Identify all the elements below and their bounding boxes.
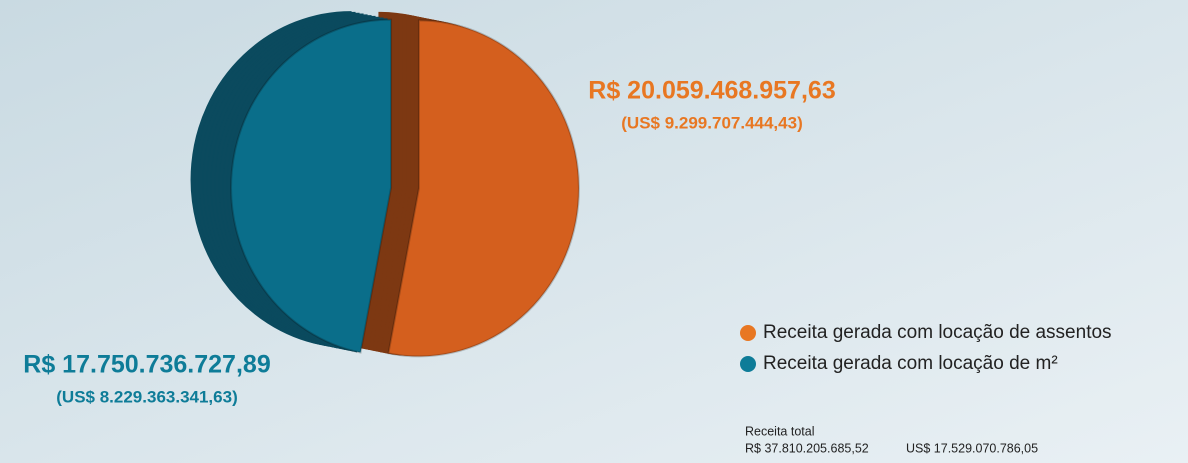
annotation: US$ 17.529.070.786,05 (906, 441, 1038, 455)
value-sub-label: (US$ 9.299.707.444,43) (621, 113, 802, 132)
legend-marker (740, 325, 756, 341)
legend-marker (740, 356, 756, 372)
slice (230, 18, 393, 354)
annotation: Receita total (745, 424, 814, 438)
value-label: R$ 20.059.468.957,63 (588, 77, 835, 105)
value-label: R$ 17.750.736.727,89 (23, 351, 270, 379)
legend-label: Receita gerada com locação de m² (763, 353, 1058, 374)
legend-label: Receita gerada com locação de assentos (763, 322, 1112, 343)
annotation: R$ 37.810.205.685,52 (745, 441, 869, 455)
slice (387, 19, 580, 358)
pie (190, 11, 580, 358)
value-sub-label: (US$ 8.229.363.341,63) (56, 387, 237, 406)
